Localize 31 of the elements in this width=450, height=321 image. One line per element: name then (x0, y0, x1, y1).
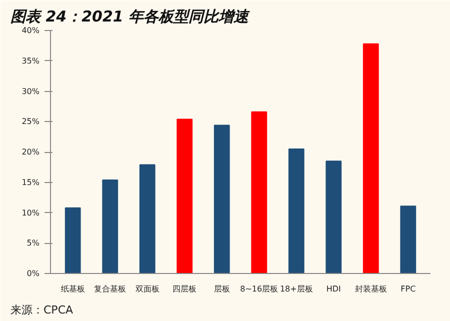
x-tick-label: 8~16层板 (240, 284, 278, 294)
bar (251, 111, 268, 274)
x-tick-label: 封装基板 (354, 284, 387, 294)
source-note: 来源：CPCA (10, 304, 74, 316)
chart-title: 图表 24：2021 年各板型同比增速 (10, 8, 251, 26)
x-tick-label: FPC (400, 284, 416, 294)
bar (64, 207, 81, 274)
bar (214, 124, 230, 274)
bar (176, 118, 193, 274)
x-tick-label: 双面板 (135, 284, 160, 294)
x-tick-label: 纸基板 (60, 284, 85, 294)
y-tick-label: 30% (22, 86, 40, 96)
y-tick-label: 40% (22, 26, 40, 35)
y-tick-label: 5% (26, 238, 40, 248)
bar (288, 148, 304, 274)
y-tick-label: 0% (26, 269, 40, 278)
bar (326, 160, 342, 274)
x-tick-label: 18+层板 (280, 284, 313, 294)
y-tick-label: 20% (22, 148, 40, 156)
bar (102, 179, 118, 274)
x-tick-label: 四层板 (172, 284, 197, 294)
bar (400, 206, 416, 274)
bar (139, 164, 156, 274)
y-tick-label: 35% (22, 56, 40, 66)
x-tick-label: HDI (326, 284, 341, 294)
y-tick-label: 25% (22, 117, 40, 126)
y-tick-label: 10% (22, 208, 40, 218)
bar (362, 43, 379, 274)
x-tick-label: 层板 (214, 284, 230, 294)
y-tick-label: 15% (22, 178, 40, 187)
x-tick-label: 复合基板 (94, 284, 126, 294)
